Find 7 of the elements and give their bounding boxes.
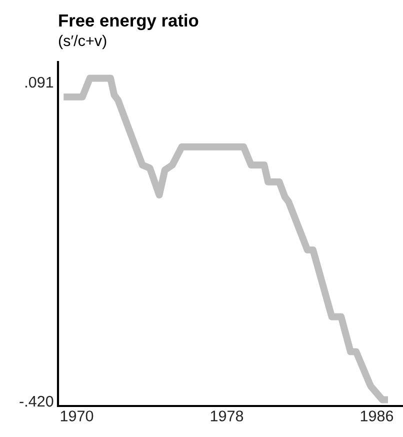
chart-subtitle: (s′/c+v): [58, 34, 106, 50]
y-tick-label: .091: [25, 76, 54, 88]
y-tick-label: -.420: [20, 396, 54, 407]
x-tick-label: 1978: [210, 410, 244, 422]
chart-title: Free energy ratio: [59, 14, 198, 30]
x-tick-label: 1986: [360, 410, 394, 422]
x-tick-label: 1970: [60, 410, 94, 422]
